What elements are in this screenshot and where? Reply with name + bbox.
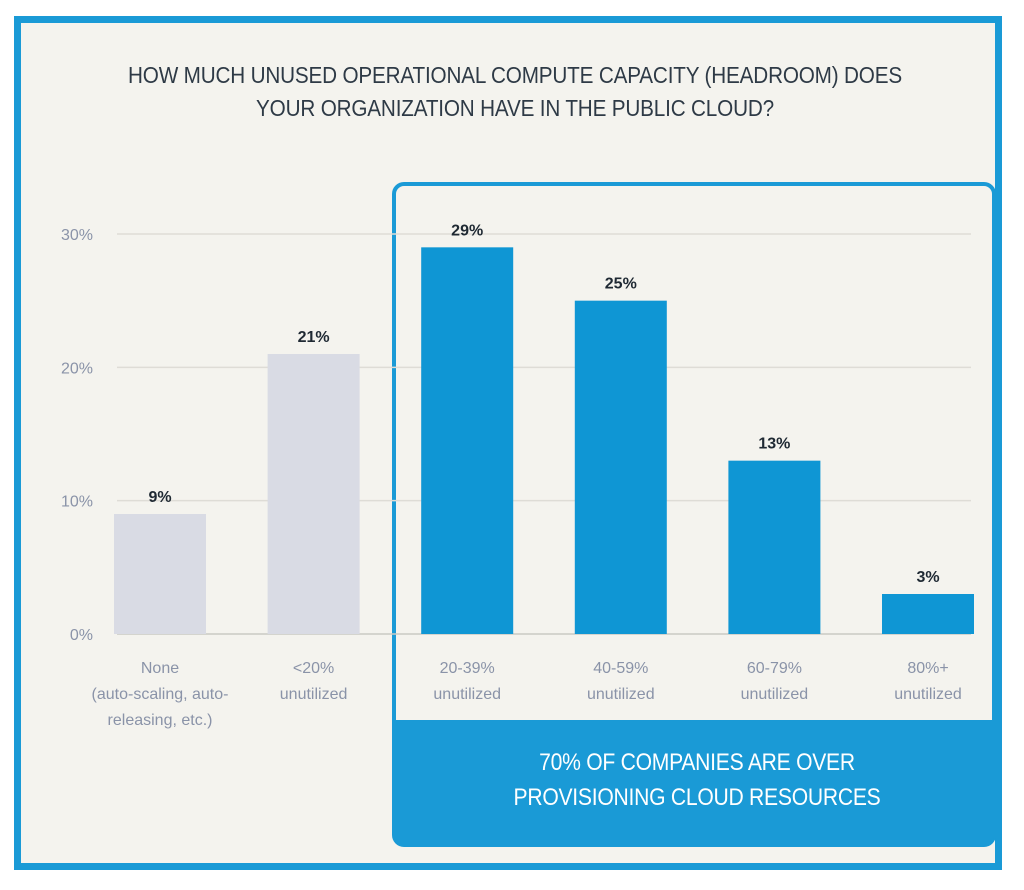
x-tick-label: unutilized (587, 686, 655, 703)
callout-line-1: 70% OF COMPANIES ARE OVER (539, 749, 855, 776)
callout-text: 70% OF COMPANIES ARE OVER PROVISIONING C… (437, 745, 956, 815)
chart-title-line-1: HOW MUCH UNUSED OPERATIONAL COMPUTE CAPA… (128, 62, 902, 88)
x-tick-label: releasing, etc.) (108, 712, 213, 729)
y-tick-label: 10% (61, 494, 93, 511)
value-label: 9% (148, 489, 171, 506)
chart-title-line-2: YOUR ORGANIZATION HAVE IN THE PUBLIC CLO… (256, 95, 774, 121)
x-tick-label: (auto-scaling, auto- (92, 686, 229, 703)
x-tick-label: None (141, 660, 179, 677)
bar (114, 514, 206, 634)
x-tick-label: unutilized (741, 686, 809, 703)
callout-banner (394, 720, 994, 845)
bar (421, 247, 514, 635)
value-label: 29% (451, 222, 483, 239)
x-tick-label: 60-79% (747, 660, 802, 677)
bar (882, 594, 974, 634)
x-tick-label: unutilized (433, 686, 501, 703)
x-tick-label: 20-39% (440, 660, 495, 677)
value-label: 13% (758, 436, 790, 453)
y-tick-label: 0% (70, 627, 93, 644)
y-tick-label: 30% (61, 227, 93, 244)
x-tick-label: 40-59% (593, 660, 648, 677)
callout-line-2: PROVISIONING CLOUD RESOURCES (513, 784, 881, 811)
y-tick-label: 20% (61, 360, 93, 377)
bar (267, 354, 360, 634)
chart-frame: HOW MUCH UNUSED OPERATIONAL COMPUTE CAPA… (14, 16, 1002, 870)
bar (728, 460, 821, 634)
value-label: 3% (916, 569, 939, 586)
bar-chart: 0% 10% 20% 30% 9% None (auto-scaling, auto-rel… (61, 182, 996, 847)
x-tick-label: unutilized (894, 686, 962, 703)
x-tick-label: unutilized (280, 686, 348, 703)
value-label: 25% (605, 276, 637, 293)
chart-title: HOW MUCH UNUSED OPERATIONAL COMPUTE CAPA… (70, 59, 959, 125)
value-label: 21% (298, 329, 330, 346)
bar (574, 300, 667, 634)
x-tick-label: <20% (293, 660, 334, 677)
x-tick-label: 80%+ (907, 660, 948, 677)
